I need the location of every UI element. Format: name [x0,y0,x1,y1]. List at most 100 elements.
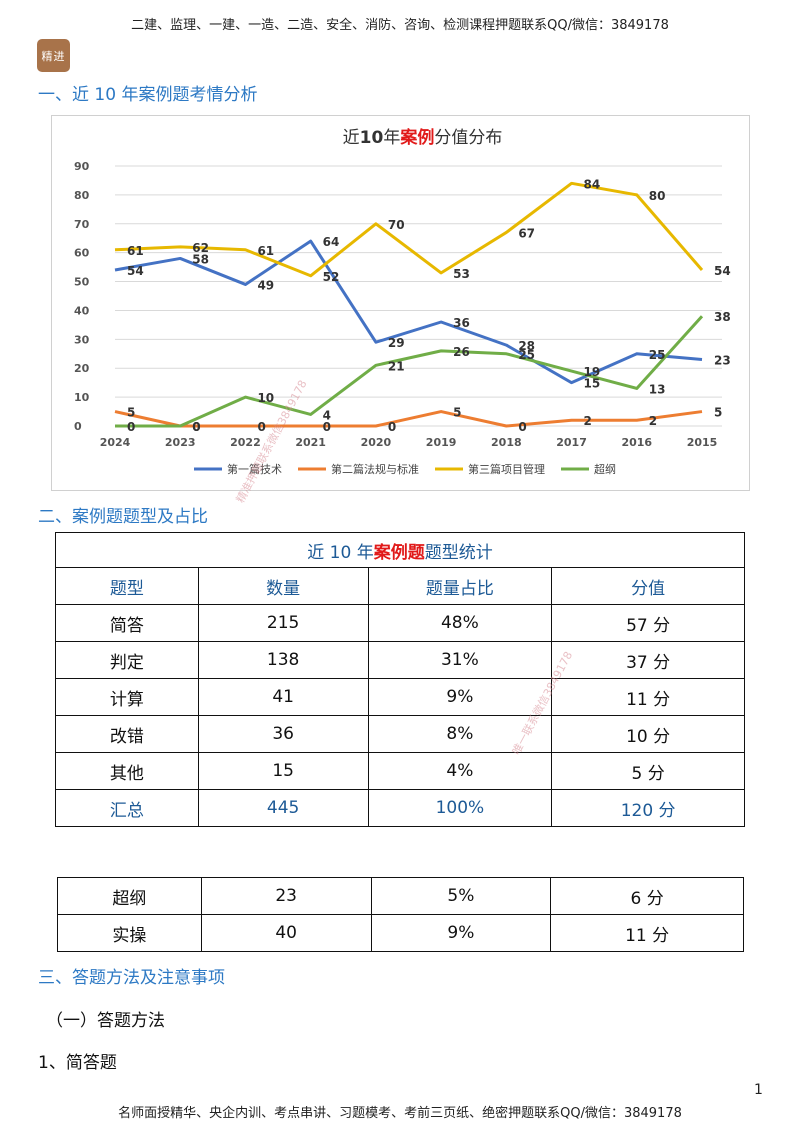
y-tick-label: 50 [74,276,90,289]
data-label: 61 [257,244,274,258]
data-label: 54 [127,264,144,278]
data-label: 19 [584,365,601,379]
chart-title-part: 10 [360,128,384,148]
y-tick-label: 70 [74,218,90,231]
total-cell: 汇总 [55,789,199,827]
data-label: 0 [257,420,265,434]
table-title: 近 10 年案例题题型统计 [55,532,745,568]
legend-label: 第一篇技术 [227,462,282,476]
table-title-prefix: 近 10 年 [307,542,374,563]
table-title-highlight: 案例题 [373,542,425,563]
chart-title: 近10年案例分值分布 [343,127,503,148]
table-cell: 41 [197,678,369,716]
x-tick-label: 2016 [621,436,652,449]
table-cell: 215 [197,604,369,642]
data-label: 36 [453,316,470,330]
chart-title-part: 分值分布 [434,128,502,148]
data-label: 0 [518,420,526,434]
table-cell: 5% [370,877,552,915]
score-distribution-chart: 近10年案例分值分布 0 10 20 30 40 50 60 70 80 90 2024 2023 202… [51,115,750,491]
data-label: 28 [518,339,535,353]
total-cell: 100% [367,789,553,827]
header-cell: 题量占比 [367,567,553,605]
table-row: 其他 15 4% 5 分 [55,752,745,790]
x-tick-label: 2023 [165,436,196,449]
table-cell: 改错 [55,715,199,753]
table-row: 判定 138 31% 37 分 [55,641,745,679]
data-label: 53 [453,267,470,281]
data-label: 80 [649,189,666,203]
total-cell: 445 [197,789,369,827]
data-label: 0 [388,420,396,434]
table-cell: 4% [367,752,553,790]
table-cell: 37 分 [551,641,745,679]
table-cell: 48% [367,604,553,642]
x-tick-label: 2019 [426,436,457,449]
table-cell: 9% [370,914,552,952]
table-cell: 10 分 [551,715,745,753]
chart-title-part: 年 [383,128,400,148]
data-label: 64 [323,235,340,249]
data-label: 70 [388,218,405,232]
table-cell: 11 分 [550,914,744,952]
subsection-title: （一）答题方法 [46,1011,165,1031]
y-tick-label: 20 [74,362,90,375]
data-label: 54 [714,264,731,278]
y-tick-label: 0 [74,420,82,433]
y-tick-label: 90 [74,160,90,173]
section-title-answer-methods: 三、答题方法及注意事项 [38,968,225,988]
data-label: 58 [192,252,209,266]
page-footer-promo: 名师面授精华、央企内训、考点串讲、习题模考、考前三页纸、绝密押题联系QQ/微信：… [118,1106,682,1121]
data-label: 38 [714,310,731,324]
y-tick-label: 10 [74,391,90,404]
series-line-2 [114,410,703,428]
header-cell: 分值 [551,567,745,605]
table-row: 简答 215 48% 57 分 [55,604,745,642]
series-line-4 [115,315,704,428]
x-tick-label: 2022 [230,436,261,449]
data-label: 61 [127,244,144,258]
data-label: 84 [584,177,601,191]
x-tick-label: 2024 [100,436,131,449]
y-tick-label: 60 [74,247,90,260]
series-line-3 [114,181,704,278]
table-cell: 计算 [55,678,199,716]
data-label: 25 [518,348,535,362]
table-cell: 9% [367,678,553,716]
table-cell: 15 [197,752,369,790]
y-tick-label: 30 [74,333,90,346]
x-tick-label: 2021 [295,436,326,449]
data-label: 52 [323,270,340,284]
x-tick-label: 2015 [687,436,718,449]
data-label: 29 [388,336,405,350]
data-label: 15 [584,377,601,391]
data-label: 13 [649,382,666,396]
table-cell: 57 分 [551,604,745,642]
header-cell: 题型 [55,567,199,605]
section-title-analysis: 一、近 10 年案例题考情分析 [38,85,258,105]
data-label: 21 [388,359,405,373]
table-row: 改错 36 8% 10 分 [55,715,745,753]
table-cell: 40 [200,914,372,952]
page-header-promo: 二建、监理、一建、一造、二造、安全、消防、咨询、检测课程押题联系QQ/微信：38… [131,18,669,33]
table-title-suffix: 题型统计 [424,542,493,563]
series-line-1 [114,239,703,385]
data-label: 5 [714,406,722,420]
extra-type-table: 超纲 23 5% 6 分 实操 40 9% 11 分 [57,877,744,952]
data-label: 26 [453,345,470,359]
table-cell: 其他 [55,752,199,790]
data-label: 25 [649,348,666,362]
table-cell: 36 [197,715,369,753]
total-cell: 120 分 [551,789,745,827]
data-label: 4 [323,408,331,422]
chart-title-part: 近 [343,128,360,148]
data-label: 0 [192,420,200,434]
legend-label: 第二篇法规与标准 [331,462,419,476]
table-cell: 超纲 [57,877,202,915]
x-tick-label: 2018 [491,436,522,449]
question-type-table: 近 10 年案例题题型统计 题型 数量 题量占比 分值 简答 215 48% 5… [55,532,745,827]
data-label: 23 [714,354,731,368]
table-cell: 实操 [57,914,202,952]
header-cell: 数量 [197,567,369,605]
